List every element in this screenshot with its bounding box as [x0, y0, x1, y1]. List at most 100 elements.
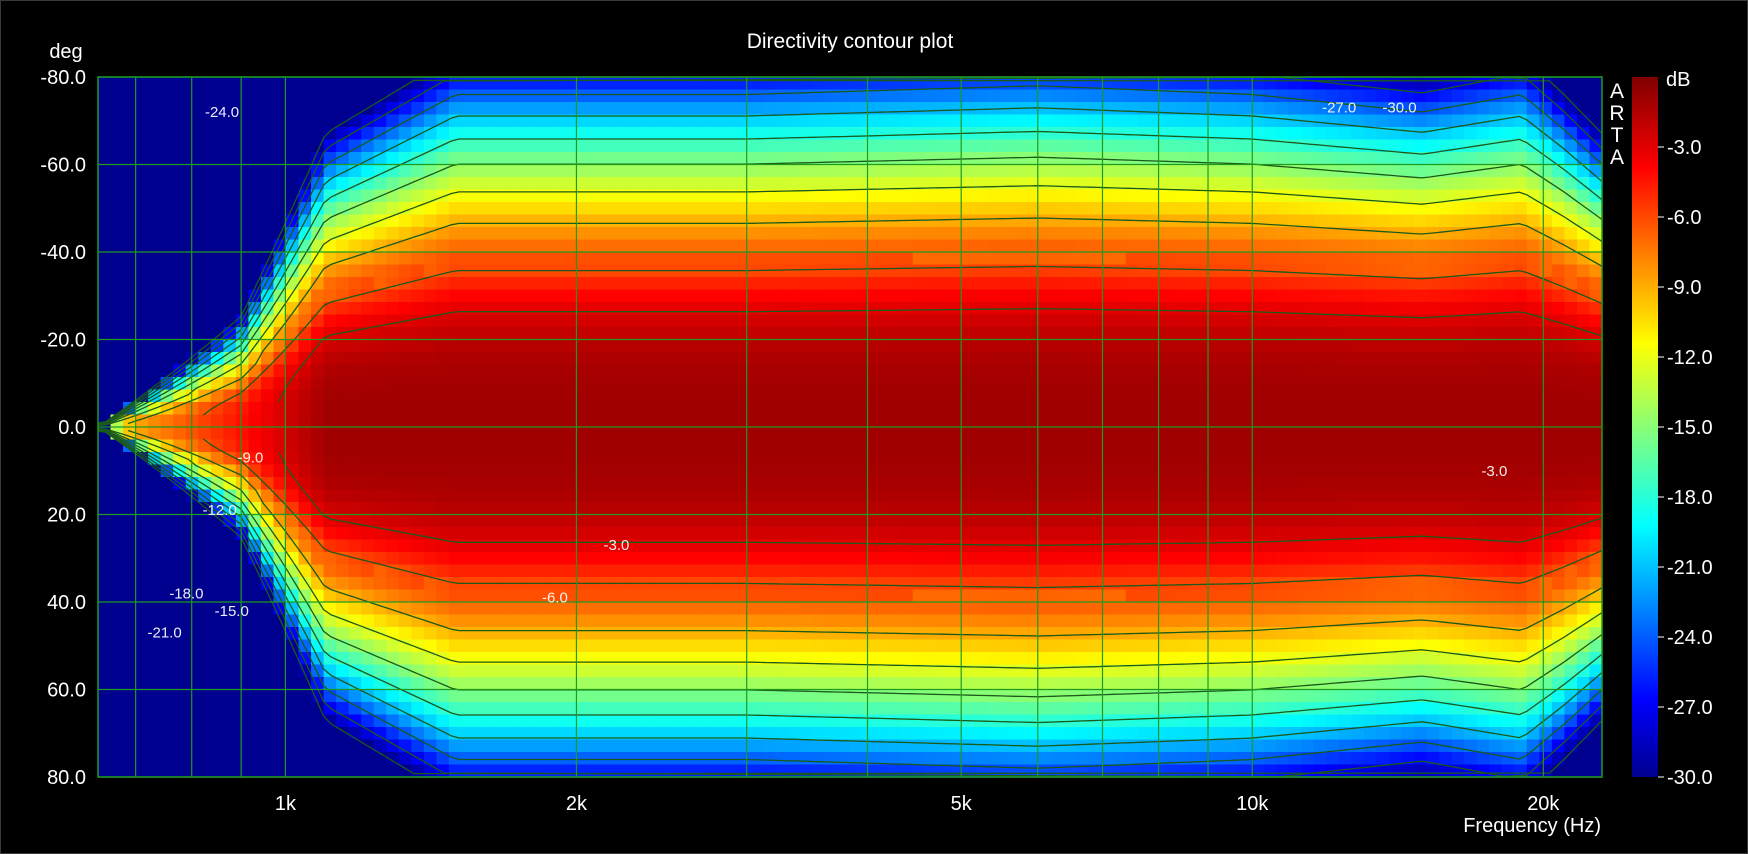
heatmap-cell: [812, 577, 826, 591]
heatmap-cell: [1150, 327, 1164, 341]
heatmap-cell: [148, 89, 162, 103]
heatmap-cell: [1063, 477, 1077, 491]
heatmap-cell: [586, 489, 600, 503]
heatmap-cell: [699, 614, 713, 628]
heatmap-cell: [1025, 289, 1039, 303]
heatmap-cell: [749, 664, 763, 678]
heatmap-cell: [373, 564, 387, 578]
heatmap-cell: [774, 527, 788, 541]
heatmap-cell: [712, 177, 726, 191]
heatmap-cell: [461, 714, 475, 728]
heatmap-cell: [1025, 489, 1039, 503]
heatmap-cell: [223, 289, 237, 303]
heatmap-cell: [900, 289, 914, 303]
heatmap-cell: [148, 327, 162, 341]
heatmap-cell: [474, 127, 488, 141]
heatmap-cell: [474, 277, 488, 291]
heatmap-cell: [110, 689, 124, 703]
heatmap-cell: [586, 702, 600, 716]
heatmap-cell: [98, 664, 112, 678]
heatmap-cell: [148, 514, 162, 528]
heatmap-cell: [837, 677, 851, 691]
heatmap-cell: [210, 277, 224, 291]
heatmap-cell: [260, 677, 275, 691]
heatmap-cell: [799, 502, 813, 516]
heatmap-cell: [712, 639, 726, 653]
heatmap-cell: [1038, 677, 1052, 691]
heatmap-cell: [699, 502, 713, 516]
heatmap-cell: [1100, 152, 1114, 166]
heatmap-cell: [624, 314, 638, 328]
heatmap-cell: [799, 727, 813, 741]
heatmap-cell: [311, 127, 325, 141]
heatmap-cell: [148, 77, 162, 91]
heatmap-cell: [662, 752, 676, 766]
heatmap-cell: [737, 652, 751, 666]
heatmap-cell: [712, 614, 726, 628]
heatmap-cell: [624, 514, 638, 528]
heatmap-cell: [1175, 739, 1189, 753]
heatmap-cell: [824, 227, 839, 241]
heatmap-cell: [850, 164, 864, 178]
heatmap-cell: [1088, 664, 1102, 678]
heatmap-cell: [549, 627, 563, 641]
heatmap-cell: [398, 102, 412, 116]
heatmap-cell: [812, 102, 826, 116]
heatmap-cell: [411, 652, 425, 666]
heatmap-cell: [386, 689, 400, 703]
heatmap-cell: [837, 702, 851, 716]
heatmap-cell: [774, 589, 788, 603]
heatmap-cell: [962, 114, 976, 128]
heatmap-cell: [712, 702, 726, 716]
heatmap-cell: [1138, 252, 1152, 266]
heatmap-cell: [411, 464, 425, 478]
heatmap-cell: [599, 277, 613, 291]
heatmap-cell: [511, 214, 525, 228]
heatmap-cell: [423, 689, 437, 703]
heatmap-cell: [173, 77, 187, 91]
heatmap-cell: [812, 202, 826, 216]
heatmap-cell: [987, 139, 1001, 153]
heatmap-cell: [1150, 677, 1164, 691]
heatmap-cell: [636, 714, 651, 728]
heatmap-cell: [649, 702, 663, 716]
heatmap-cell: [1012, 377, 1027, 391]
heatmap-cell: [749, 589, 763, 603]
heatmap-cell: [198, 527, 212, 541]
heatmap-cell: [210, 689, 224, 703]
heatmap-cell: [273, 677, 287, 691]
heatmap-cell: [98, 614, 112, 628]
heatmap-cell: [348, 302, 362, 316]
heatmap-cell: [411, 377, 425, 391]
heatmap-cell: [348, 677, 362, 691]
heatmap-cell: [1138, 502, 1152, 516]
heatmap-cell: [524, 414, 538, 428]
heatmap-cell: [160, 77, 174, 91]
heatmap-cell: [636, 727, 651, 741]
heatmap-cell: [386, 439, 400, 453]
heatmap-cell: [850, 89, 864, 103]
heatmap-cell: [586, 502, 600, 516]
heatmap-cell: [1188, 289, 1202, 303]
heatmap-cell: [549, 427, 563, 441]
heatmap-cell: [260, 739, 275, 753]
heatmap-cell: [1075, 339, 1089, 353]
heatmap-cell: [1038, 227, 1052, 241]
heatmap-cell: [950, 539, 964, 553]
heatmap-cell: [1150, 314, 1164, 328]
heatmap-cell: [699, 752, 713, 766]
heatmap-cell: [599, 652, 613, 666]
heatmap-cell: [436, 389, 450, 403]
heatmap-cell: [937, 627, 951, 641]
heatmap-cell: [486, 602, 500, 616]
heatmap-cell: [474, 352, 488, 366]
heatmap-cell: [210, 289, 224, 303]
heatmap-cell: [561, 477, 575, 491]
heatmap-cell: [298, 489, 312, 503]
heatmap-cell: [624, 102, 638, 116]
heatmap-cell: [912, 539, 926, 553]
heatmap-cell: [662, 327, 676, 341]
heatmap-cell: [862, 589, 876, 603]
heatmap-cell: [411, 627, 425, 641]
heatmap-cell: [499, 427, 513, 441]
